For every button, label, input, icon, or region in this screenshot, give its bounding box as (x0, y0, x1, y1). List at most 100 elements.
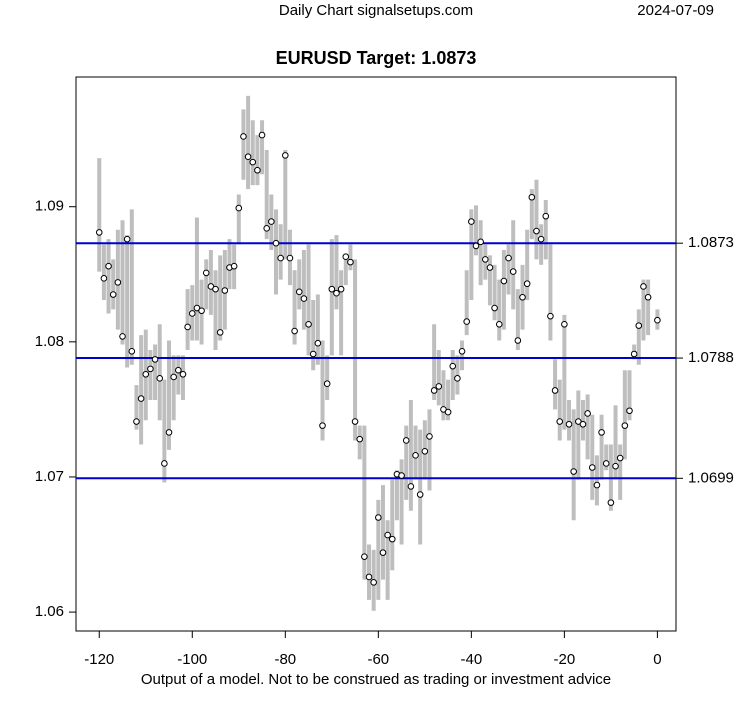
point (337, 285, 345, 293)
point (216, 329, 224, 336)
point (491, 304, 498, 312)
point (542, 212, 550, 220)
point (305, 320, 312, 328)
point (361, 553, 368, 560)
header-left: Daily Chart signalsetups.com (279, 2, 473, 19)
point (379, 549, 387, 556)
point (263, 225, 270, 232)
point (300, 295, 308, 302)
point (286, 254, 294, 262)
point (635, 322, 643, 329)
x-tick-label: -40 (461, 651, 483, 668)
point (528, 193, 536, 201)
point (421, 447, 429, 455)
point (114, 279, 122, 286)
point (570, 468, 577, 475)
point (626, 407, 633, 415)
point (547, 312, 554, 320)
point (175, 366, 182, 374)
point (519, 293, 526, 301)
point (398, 472, 405, 479)
point (454, 375, 461, 382)
point (430, 387, 438, 394)
point (179, 370, 187, 378)
point (505, 254, 512, 262)
y2-tick-label: 1.0788 (688, 349, 734, 366)
point (137, 395, 145, 402)
point (319, 422, 326, 429)
x-tick-label: -100 (177, 651, 207, 668)
y-tick-label: 1.07 (35, 468, 64, 485)
point (616, 454, 624, 462)
point (640, 283, 647, 290)
point (407, 483, 415, 490)
plot-frame (75, 76, 677, 632)
x-tick-label: -20 (554, 651, 576, 668)
point (295, 288, 303, 296)
point (314, 339, 322, 347)
point (230, 262, 238, 270)
point (370, 579, 377, 586)
point (347, 258, 354, 266)
point (426, 433, 433, 440)
point (472, 242, 480, 250)
point (435, 383, 443, 390)
point (151, 356, 159, 363)
point (593, 481, 601, 489)
point (565, 420, 573, 428)
point (161, 460, 168, 467)
point (384, 531, 391, 539)
point (356, 435, 364, 443)
point (537, 235, 545, 243)
point (268, 218, 275, 225)
point (588, 464, 596, 471)
point (291, 327, 298, 335)
point (142, 370, 150, 378)
point (375, 514, 382, 521)
point (351, 418, 359, 425)
point (468, 218, 475, 225)
point (482, 256, 489, 263)
x-tick-label: -60 (367, 651, 389, 668)
point (644, 293, 652, 301)
point (128, 347, 136, 355)
point (621, 422, 629, 429)
point (198, 307, 205, 315)
point (514, 337, 522, 344)
point (556, 418, 564, 425)
point (202, 269, 210, 277)
point (123, 235, 131, 243)
point (458, 347, 466, 355)
point (100, 275, 108, 282)
y-tick-label: 1.06 (35, 603, 64, 620)
point (170, 373, 177, 381)
point (602, 460, 610, 467)
point (579, 420, 587, 428)
point (95, 229, 103, 236)
point (282, 152, 289, 159)
x-tick-label: -120 (84, 651, 114, 668)
point (412, 452, 419, 459)
point (584, 410, 591, 417)
point (165, 429, 173, 436)
header-right: 2024-07-09 (637, 2, 714, 19)
point (509, 268, 517, 275)
point (365, 573, 373, 581)
point (449, 362, 457, 370)
point (212, 285, 219, 293)
point (221, 287, 229, 294)
point (333, 289, 340, 297)
point (388, 535, 396, 543)
point (258, 131, 266, 139)
point (486, 264, 494, 271)
chart-title: EURUSD Target: 1.0873 (276, 48, 477, 68)
point (277, 254, 284, 262)
point (323, 380, 331, 388)
x-tick-label: 0 (653, 651, 661, 668)
point (444, 408, 452, 416)
point (254, 166, 261, 174)
point (402, 437, 410, 444)
point (342, 253, 350, 261)
point (240, 133, 247, 140)
